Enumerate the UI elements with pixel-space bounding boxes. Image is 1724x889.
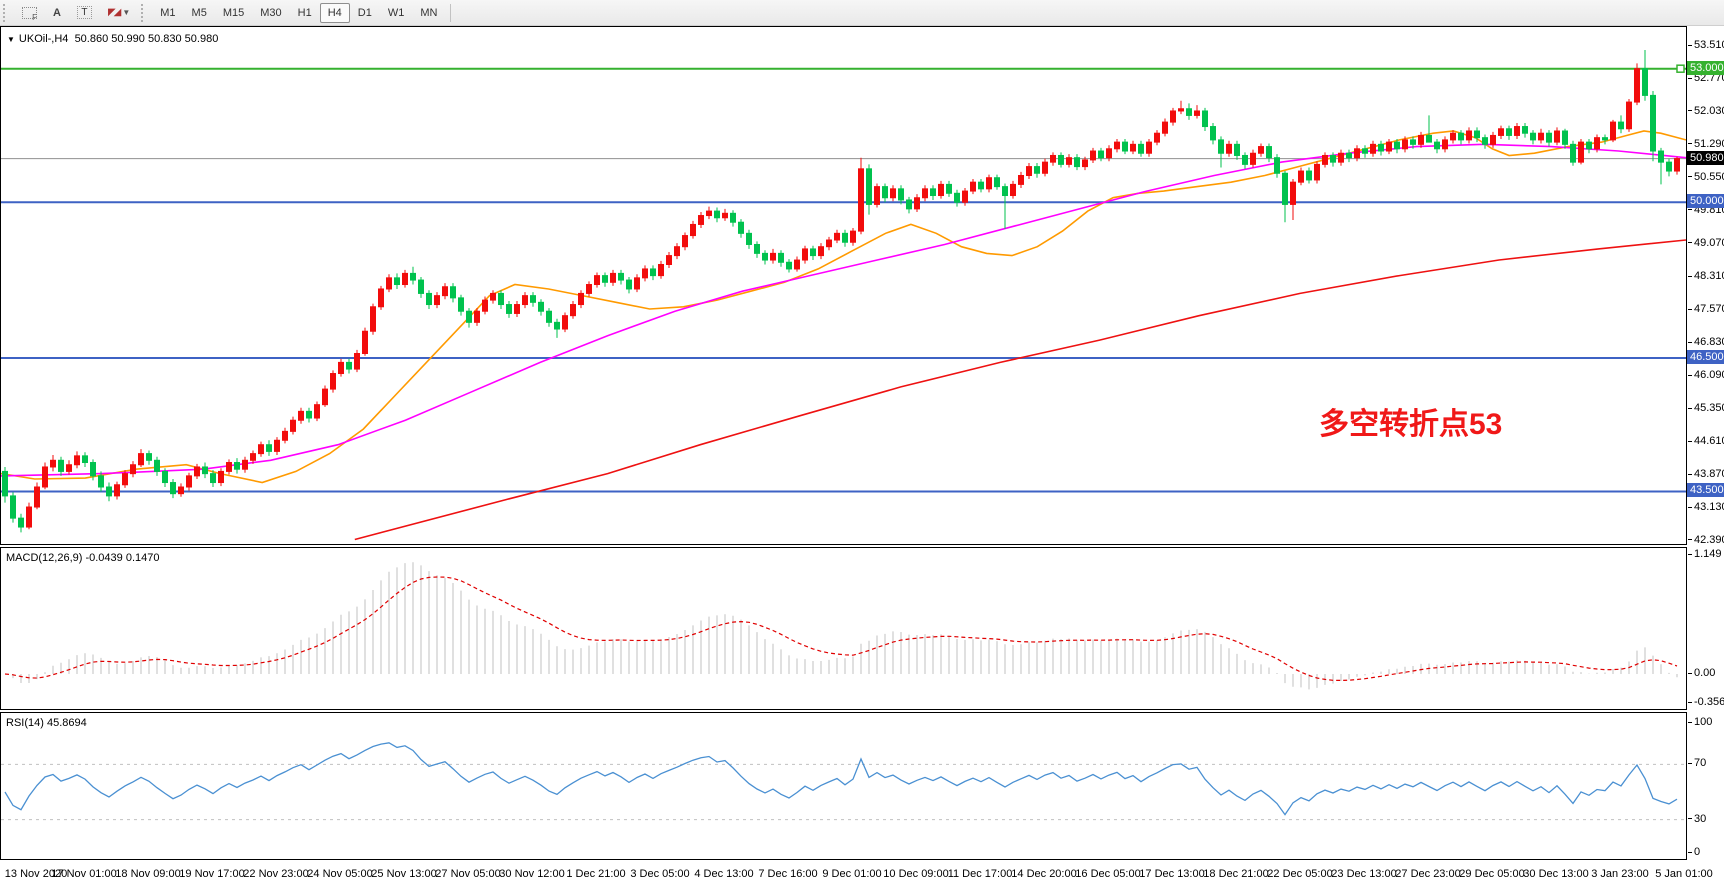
time-tick-label: 18 Nov 09:00 (115, 868, 181, 880)
toolbar-grip[interactable] (141, 3, 148, 22)
timeframe-button-d1[interactable]: D1 (357, 6, 372, 19)
timeframe-button-h4[interactable]: H4 (319, 2, 350, 23)
text-tool-icon: T (76, 6, 92, 19)
price-badge-46.500: 46.500 (1687, 349, 1724, 364)
price-tick-label: 50.550 (1688, 171, 1724, 183)
time-tick-label: 17 Nov 01:00 (51, 868, 117, 880)
price-tick-label: 45.350 (1688, 402, 1724, 414)
chart-shift-button[interactable]: F (14, 3, 45, 23)
macd-scale[interactable]: 1.149 0.00 -0.3563 (1687, 547, 1724, 710)
toolbar-separator (450, 3, 452, 22)
price-tick-label: 53.510 (1688, 39, 1724, 51)
macd-panel: MACD(12,26,9) -0.0439 0.1470 1.149 0.00 -0… (0, 547, 1724, 710)
timeframe-button-w1[interactable]: W1 (387, 6, 405, 19)
ohlc-values: 50.860 50.990 50.830 50.980 (74, 33, 219, 45)
time-tick-label: 24 Nov 05:00 (307, 868, 373, 880)
price-scale[interactable]: 53.51052.77052.03051.29050.55049.81049.0… (1687, 26, 1724, 546)
time-tick-label: 14 Dec 20:00 (1011, 868, 1077, 880)
arrow-objects-icon: ◤◢ (107, 7, 121, 18)
time-tick-label: 30 Nov 12:00 (499, 868, 565, 880)
rsi-tick-label: 100 (1688, 716, 1712, 728)
time-tick-label: 22 Dec 05:00 (1267, 868, 1333, 880)
price-tick-label: 48.310 (1688, 270, 1724, 282)
toolbar-grip[interactable] (3, 3, 10, 22)
text-tool-button[interactable]: T (69, 3, 100, 23)
time-tick-label: 18 Dec 21:00 (1203, 868, 1269, 880)
price-tick-label: 42.390 (1688, 534, 1724, 546)
time-tick-label: 25 Nov 13:00 (371, 868, 437, 880)
symbol-caret-icon: ▼ (7, 35, 15, 44)
chart-shift-icon: F (22, 6, 37, 22)
time-tick-label: 3 Dec 05:00 (630, 868, 690, 880)
macd-tick-label: 1.149 (1688, 548, 1722, 560)
timeframe-button-m30[interactable]: M30 (260, 6, 282, 19)
price-tick-label: 49.070 (1688, 237, 1724, 249)
macd-tick-label: -0.3563 (1688, 696, 1724, 708)
chart-title: ▼ UKOil-,H4 50.860 50.990 50.830 50.980 (7, 33, 218, 45)
timeframe-button-mn[interactable]: MN (420, 6, 438, 19)
price-badge-50.980: 50.980 (1687, 150, 1724, 165)
rsi-panel: RSI(14) 45.8694 100 70 30 0 (0, 712, 1724, 860)
time-tick-label: 1 Dec 21:00 (566, 868, 626, 880)
macd-tick-label: 0.00 (1688, 667, 1715, 679)
label-tool-icon: A (53, 6, 61, 19)
timeframe-button-m1[interactable]: M1 (160, 6, 176, 19)
time-tick-label: 11 Dec 17:00 (947, 868, 1013, 880)
rsi-label: RSI(14) 45.8694 (6, 717, 87, 729)
top-toolbar: F A T ◤◢ ▼ M1 M5 M15 M30 H1 H4 D1 W1 MN (0, 0, 1724, 26)
time-tick-label: 29 Dec 05:00 (1459, 868, 1525, 880)
timeframe-group: M1 M5 M15 M30 H1 H4 D1 W1 MN (152, 2, 445, 23)
symbol-period-label: UKOil-,H4 (18, 33, 69, 45)
rsi-scale[interactable]: 100 70 30 0 (1687, 712, 1724, 860)
chevron-down-icon: ▼ (122, 8, 131, 17)
time-tick-label: 22 Nov 23:00 (243, 868, 309, 880)
price-tick-label: 44.610 (1688, 435, 1724, 447)
rsi-tick-label: 0 (1688, 846, 1700, 858)
time-tick-label: 5 Jan 01:00 (1655, 868, 1713, 880)
price-tick-label: 43.870 (1688, 468, 1724, 480)
time-tick-label: 7 Dec 16:00 (758, 868, 818, 880)
label-tool-button[interactable]: A (45, 3, 69, 23)
price-badge-53.000: 53.000 (1687, 60, 1724, 75)
price-tick-label: 47.570 (1688, 303, 1724, 315)
time-tick-label: 4 Dec 13:00 (694, 868, 754, 880)
time-tick-label: 30 Dec 13:00 (1523, 868, 1589, 880)
price-tick-label: 43.130 (1688, 501, 1724, 513)
rsi-tick-label: 30 (1688, 813, 1706, 825)
time-tick-label: 10 Dec 09:00 (883, 868, 949, 880)
chart-text-annotation[interactable]: 多空转折点53 (1319, 408, 1503, 441)
price-tick-label: 46.830 (1688, 336, 1724, 348)
macd-canvas[interactable]: MACD(12,26,9) -0.0439 0.1470 (0, 547, 1687, 710)
time-tick-label: 19 Nov 17:00 (179, 868, 245, 880)
main-chart-panel: ▼ UKOil-,H4 50.860 50.990 50.830 50.980 多… (0, 26, 1724, 546)
time-tick-label: 23 Dec 13:00 (1331, 868, 1397, 880)
time-scale[interactable]: 13 Nov 2020 17 Nov 01:00 18 Nov 09:00 19 No… (0, 862, 1724, 889)
time-tick-label: 27 Nov 05:00 (435, 868, 501, 880)
rsi-tick-label: 70 (1688, 757, 1706, 769)
price-tick-label: 52.770 (1688, 72, 1724, 84)
timeframe-button-m15[interactable]: M15 (222, 6, 245, 19)
timeframe-button-m5[interactable]: M5 (191, 6, 207, 19)
price-tick-label: 52.030 (1688, 105, 1724, 117)
price-tick-label: 46.090 (1688, 369, 1724, 381)
price-tick-label: 51.290 (1688, 138, 1724, 150)
time-tick-label: 27 Dec 23:00 (1395, 868, 1461, 880)
time-tick-label: 13 Nov 2020 (4, 868, 68, 880)
timeframe-button-h1[interactable]: H1 (297, 6, 312, 19)
time-tick-label: 3 Jan 23:00 (1591, 868, 1649, 880)
main-chart-canvas[interactable]: ▼ UKOil-,H4 50.860 50.990 50.830 50.980 多… (0, 26, 1687, 545)
price-badge-50.000: 50.000 (1687, 194, 1724, 209)
time-tick-label: 16 Dec 05:00 (1075, 868, 1141, 880)
time-tick-label: 17 Dec 13:00 (1139, 868, 1205, 880)
time-tick-label: 9 Dec 01:00 (822, 868, 882, 880)
macd-label: MACD(12,26,9) -0.0439 0.1470 (6, 552, 160, 564)
arrow-objects-button[interactable]: ◤◢ ▼ (100, 3, 138, 23)
price-badge-43.500: 43.500 (1687, 483, 1724, 498)
rsi-canvas[interactable]: RSI(14) 45.8694 (0, 712, 1687, 860)
